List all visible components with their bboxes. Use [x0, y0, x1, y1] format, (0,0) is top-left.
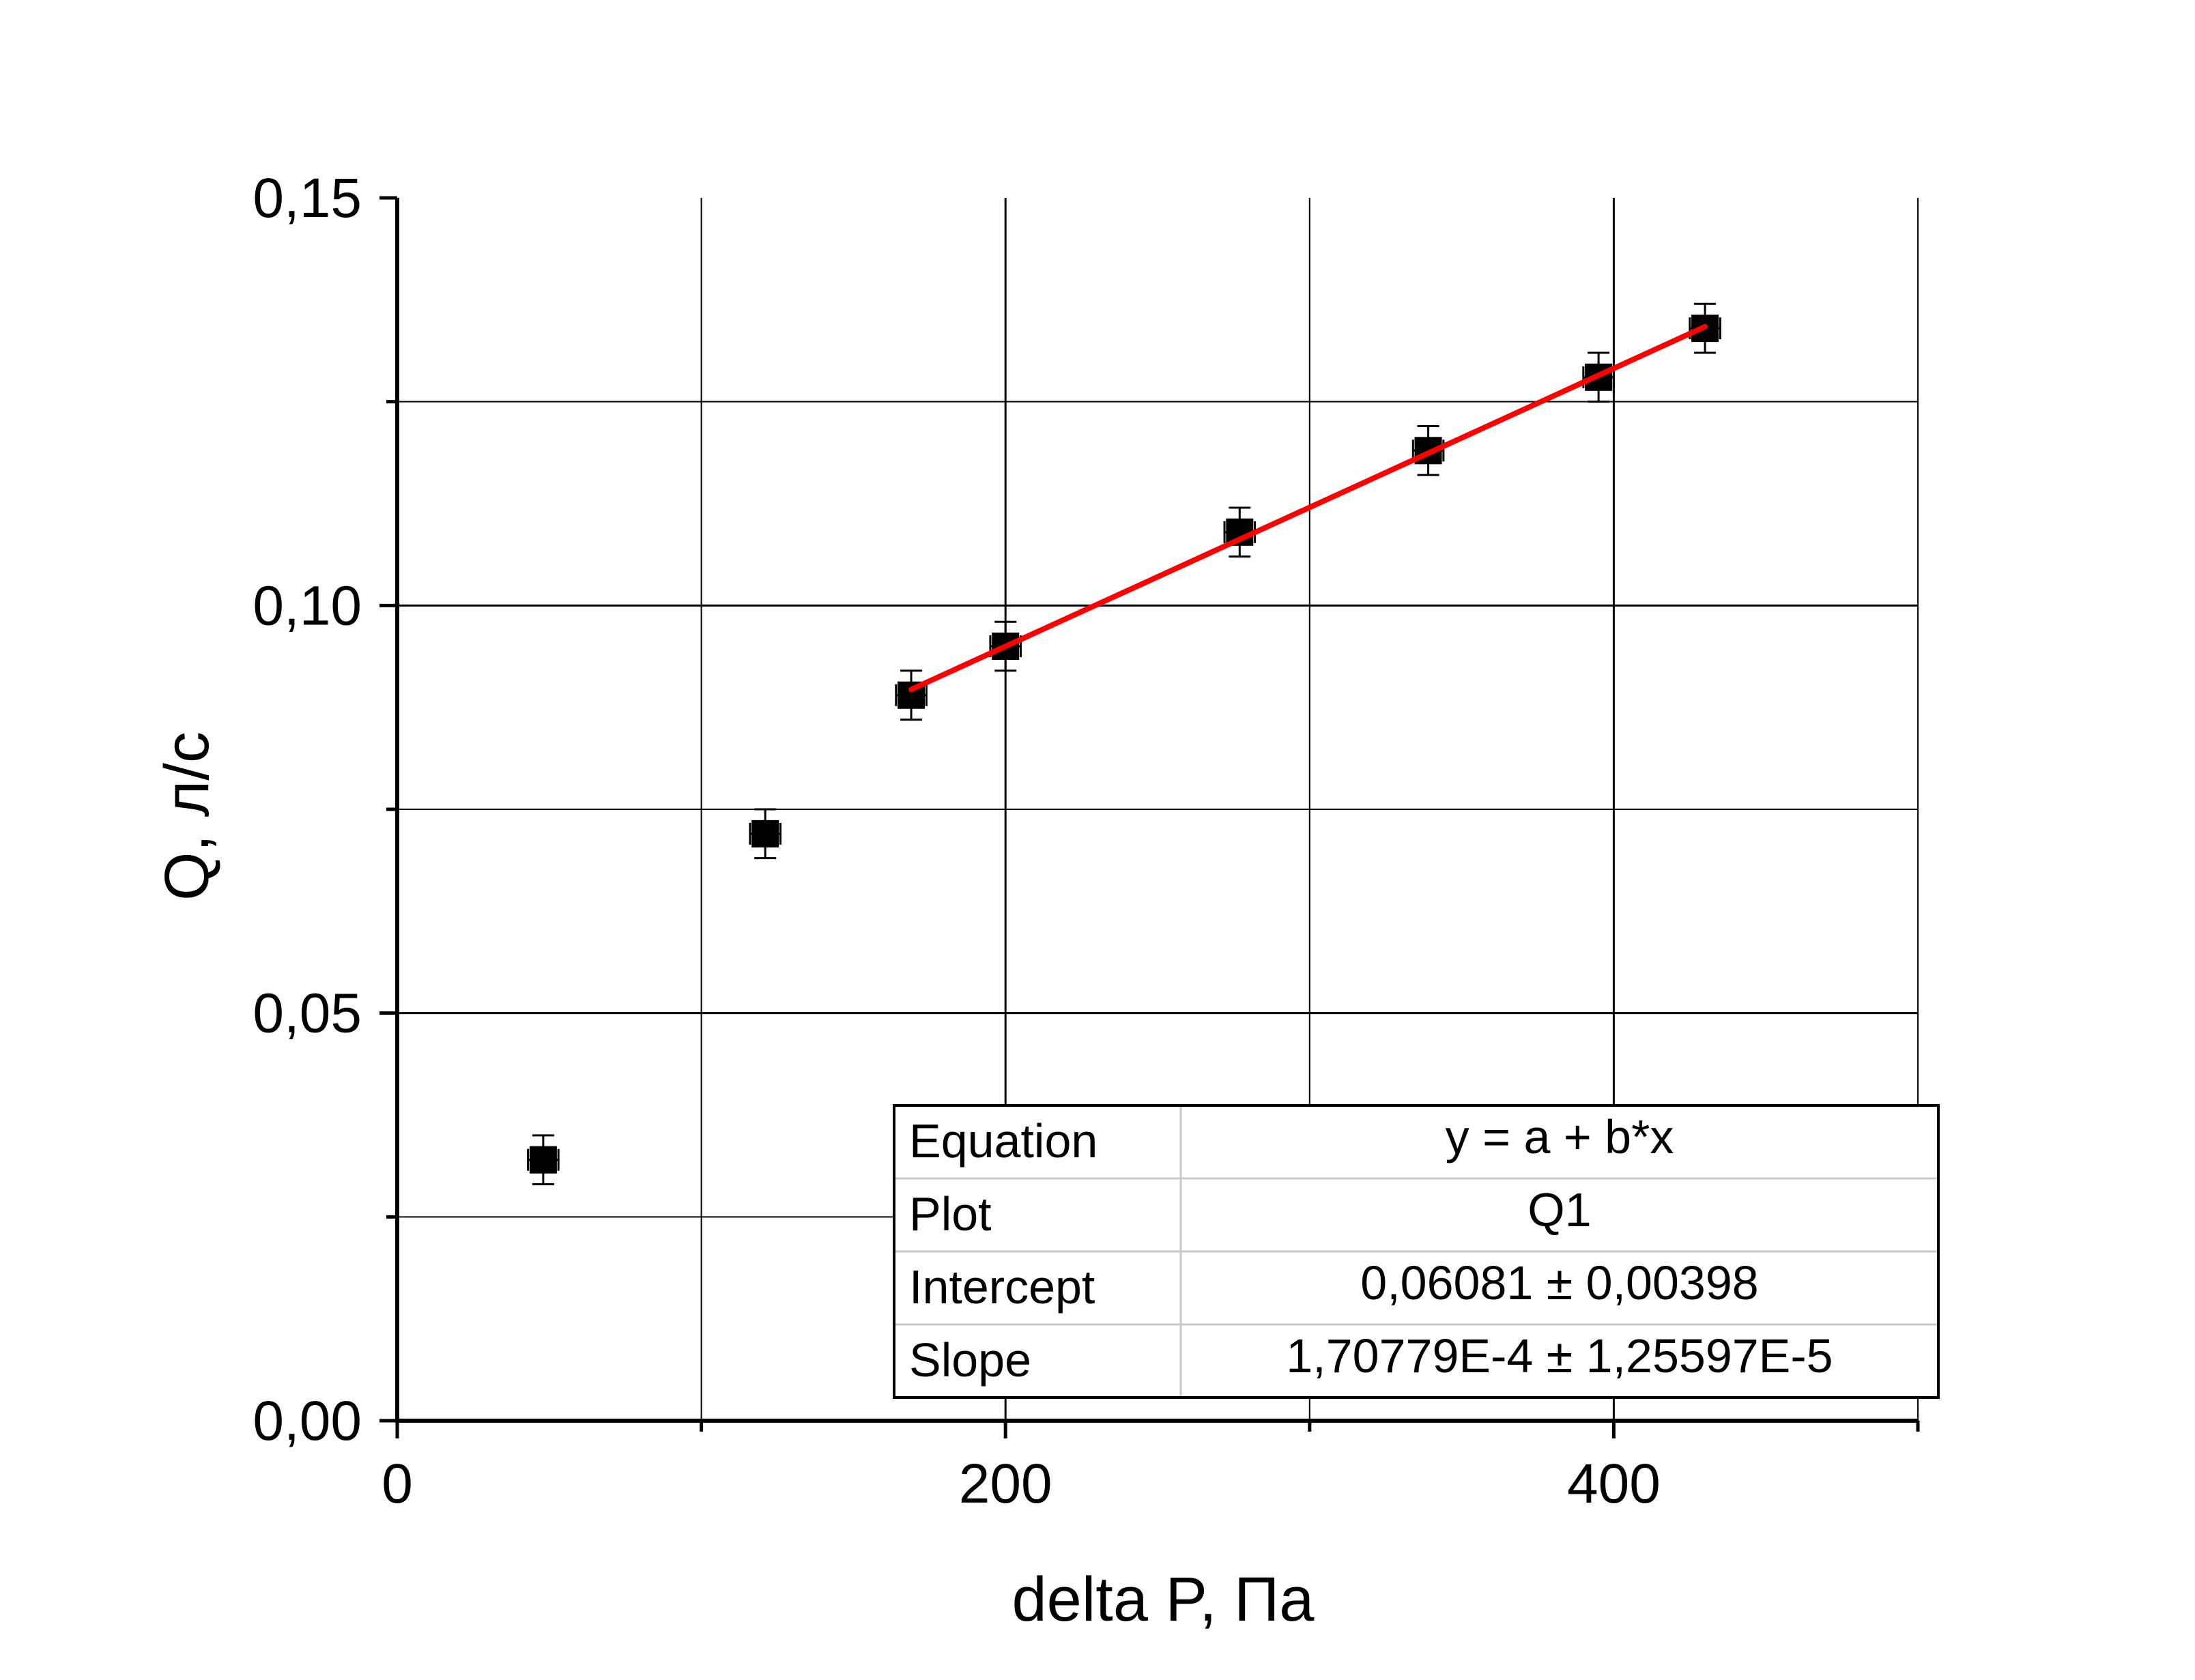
y-tick-label: 0,00	[253, 1390, 362, 1452]
table-row-value: Q1	[1527, 1183, 1591, 1236]
axes: 0 200 400 0,00 0,05 0,10 0,15	[253, 167, 1920, 1515]
y-tick-label: 0,05	[253, 983, 362, 1045]
y-axis-title: Q, л/с	[152, 732, 222, 901]
x-tick-label: 0	[382, 1453, 413, 1515]
data-series	[527, 302, 1721, 1186]
fit-line-group	[908, 323, 1708, 693]
y-tick-label: 0,15	[253, 167, 362, 229]
fit-line	[908, 323, 1708, 693]
table-row-label: Equation	[909, 1114, 1098, 1168]
point-marker	[751, 820, 779, 848]
table-row-label: Slope	[909, 1333, 1031, 1387]
data-point	[749, 808, 781, 860]
data-point	[527, 1134, 560, 1186]
point-marker	[529, 1146, 557, 1174]
fit-table: Equation y = a + b*x Plot Q1 Intercept 0,0608…	[893, 1104, 1940, 1399]
table-border	[893, 1104, 1940, 1399]
x-tick-label: 400	[1567, 1453, 1661, 1515]
table-row-label: Intercept	[909, 1260, 1095, 1314]
x-tick-label: 200	[959, 1453, 1052, 1515]
y-tick-label: 0,10	[253, 575, 362, 637]
table-row-label: Plot	[909, 1187, 992, 1241]
table-row-value: 0,06081 ± 0,00398	[1360, 1256, 1758, 1309]
table-row-value: 1,70779E-4 ± 1,25597E-5	[1286, 1329, 1833, 1382]
data-point	[895, 669, 928, 721]
table-row-value: y = a + b*x	[1446, 1110, 1674, 1163]
x-axis-title: delta P, Па	[1012, 1565, 1315, 1634]
